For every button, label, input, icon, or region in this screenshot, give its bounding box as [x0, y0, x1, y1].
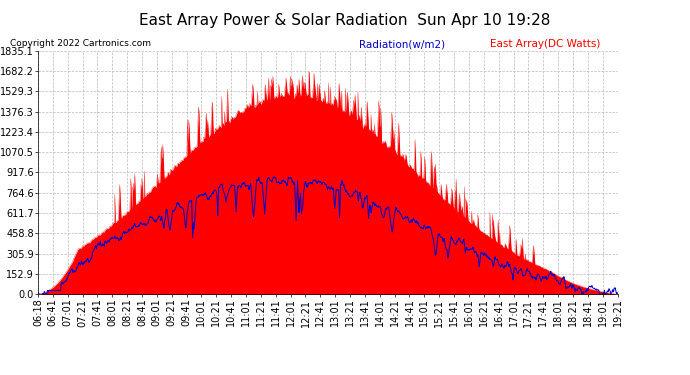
Text: Copyright 2022 Cartronics.com: Copyright 2022 Cartronics.com	[10, 39, 151, 48]
Text: Radiation(w/m2): Radiation(w/m2)	[359, 39, 445, 50]
Text: East Array(DC Watts): East Array(DC Watts)	[490, 39, 600, 50]
Text: East Array Power & Solar Radiation  Sun Apr 10 19:28: East Array Power & Solar Radiation Sun A…	[139, 13, 551, 28]
